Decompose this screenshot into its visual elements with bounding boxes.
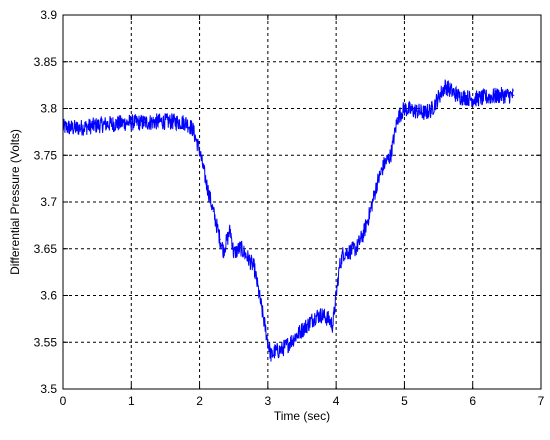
data-point [315, 315, 317, 317]
y-tick-label: 3.65 [34, 242, 58, 256]
data-point [158, 120, 160, 123]
data-point [437, 96, 440, 98]
series-layer [62, 79, 515, 362]
x-tick-label: 2 [196, 394, 203, 408]
x-axis-ticks: 0 1 2 3 4 5 6 7 [60, 15, 545, 408]
data-point [349, 250, 351, 253]
data-point [280, 349, 283, 351]
data-point [499, 94, 501, 97]
x-tick-label: 5 [401, 394, 408, 408]
data-point [103, 123, 105, 125]
y-tick-label: 3.8 [40, 102, 57, 116]
data-point [383, 164, 385, 166]
data-point [287, 343, 289, 345]
data-point [332, 324, 334, 327]
data-point [362, 233, 365, 235]
data-point [356, 247, 358, 249]
grid [63, 15, 541, 389]
data-point [338, 265, 341, 268]
data-point [192, 128, 194, 130]
data-point [260, 304, 262, 306]
data-point [246, 256, 248, 258]
data-point [239, 247, 242, 249]
y-axis-label: Differential Pressure (Volts) [8, 129, 22, 275]
data-point [205, 182, 207, 184]
series-line [62, 79, 514, 362]
y-tick-label: 3.55 [34, 335, 58, 349]
x-axis-label: Time (sec) [274, 409, 330, 423]
data-point [513, 94, 515, 97]
data-point [369, 210, 371, 212]
data-point [274, 351, 276, 353]
data-point [417, 110, 419, 112]
data-point [397, 117, 399, 119]
data-point [117, 122, 119, 125]
data-point [76, 127, 78, 129]
data-point [335, 294, 337, 297]
data-point [458, 95, 460, 97]
data-point [472, 98, 474, 100]
data-point [270, 355, 272, 357]
y-tick-label: 3.7 [40, 195, 57, 209]
data-point [229, 229, 231, 231]
data-point [89, 125, 91, 127]
y-tick-label: 3.5 [40, 382, 57, 396]
data-point [424, 112, 426, 114]
data-point [253, 266, 255, 269]
data-point [222, 250, 225, 252]
x-tick-label: 7 [538, 394, 545, 408]
x-tick-label: 1 [128, 394, 135, 408]
data-point [219, 238, 221, 240]
data-point [267, 341, 269, 343]
x-tick-label: 3 [265, 394, 272, 408]
data-point [198, 149, 201, 152]
data-point [171, 120, 173, 123]
data-point [185, 121, 187, 124]
data-point [328, 319, 330, 321]
y-tick-label: 3.75 [34, 148, 58, 162]
data-point [308, 322, 310, 325]
y-tick-label: 3.6 [40, 289, 57, 303]
x-tick-label: 0 [60, 394, 67, 408]
data-point [212, 210, 214, 212]
data-point [301, 329, 303, 331]
data-point [410, 109, 412, 111]
y-axis-ticks: 3.5 3.55 3.6 3.65 3.7 3.75 3.8 3.85 3.9 [34, 8, 541, 396]
data-point [431, 108, 433, 111]
data-point [390, 154, 392, 156]
data-point [144, 121, 146, 124]
data-point [233, 252, 235, 255]
data-point [465, 96, 467, 98]
data-point [130, 121, 132, 124]
data-point [294, 336, 296, 338]
x-tick-label: 4 [333, 394, 340, 408]
y-tick-label: 3.85 [34, 55, 58, 69]
data-point [485, 96, 487, 98]
data-point [444, 85, 446, 87]
data-point [342, 252, 344, 255]
x-tick-label: 6 [469, 394, 476, 408]
data-point [321, 314, 324, 316]
data-point [376, 182, 378, 184]
y-tick-label: 3.9 [40, 8, 57, 22]
data-point [403, 107, 406, 110]
data-point [451, 91, 453, 93]
